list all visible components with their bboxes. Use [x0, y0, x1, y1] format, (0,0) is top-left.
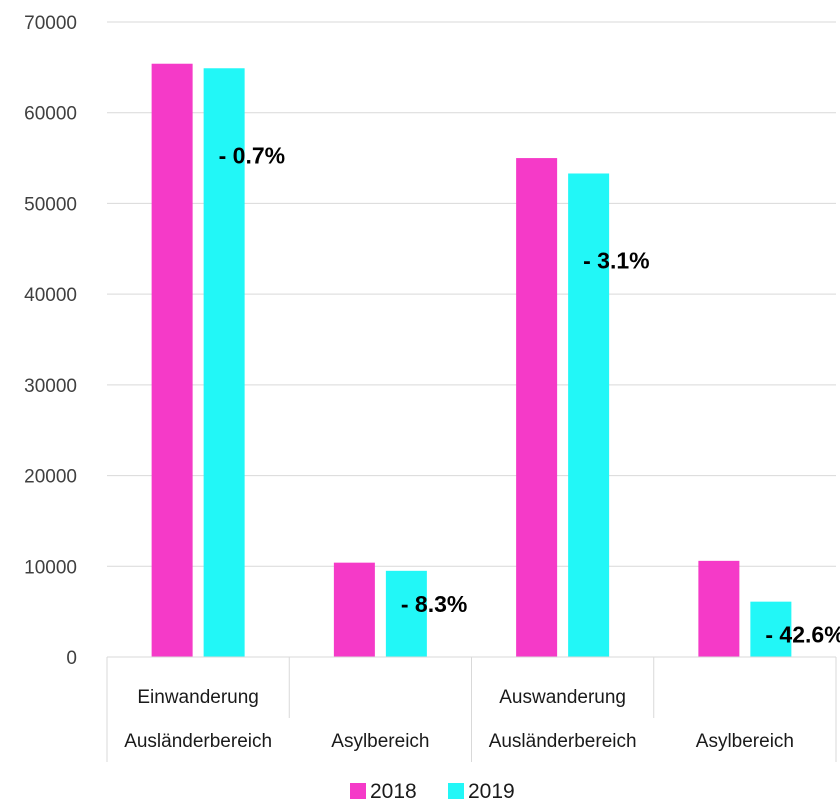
- y-axis-ticks: 0 10000 20000 30000 40000 50000 60000 70000: [24, 13, 77, 669]
- category-label: Asylbereich: [696, 731, 794, 752]
- bar-2019: [385, 570, 427, 657]
- legend-label: 2018: [370, 780, 417, 801]
- category-group-label: Einwanderung: [137, 687, 258, 708]
- bar-2018: [333, 562, 375, 657]
- y-tick-label: 30000: [24, 376, 77, 397]
- category-group-label: Auswanderung: [499, 687, 626, 708]
- change-label: - 3.1%: [583, 247, 649, 273]
- y-tick-label: 20000: [24, 467, 77, 488]
- bar-2018: [516, 158, 558, 658]
- category-axis: [106, 656, 837, 762]
- change-label: - 42.6%: [765, 622, 840, 648]
- bar-2018: [151, 63, 193, 657]
- bars: [151, 63, 792, 658]
- y-tick-label: 50000: [24, 194, 77, 215]
- y-tick-label: 70000: [24, 13, 77, 34]
- change-label: - 0.7%: [219, 142, 285, 168]
- bar-2019: [203, 68, 245, 657]
- change-label: - 8.3%: [401, 591, 467, 617]
- y-tick-label: 10000: [24, 557, 77, 578]
- legend-swatch: [448, 783, 464, 799]
- category-label: Ausländerbereich: [489, 731, 637, 752]
- bar-2018: [698, 560, 740, 657]
- change-labels: - 0.7% - 8.3% - 3.1% - 42.6%: [219, 142, 840, 647]
- y-tick-label: 60000: [24, 104, 77, 125]
- bar-2019: [568, 173, 610, 657]
- category-labels: Ausländerbereich Einwanderung Asylbereich A…: [124, 687, 794, 752]
- category-label: Ausländerbereich: [124, 731, 272, 752]
- bar-2019: [750, 601, 792, 657]
- y-tick-label: 40000: [24, 285, 77, 306]
- category-label: Asylbereich: [331, 731, 429, 752]
- y-tick-label: 0: [66, 648, 77, 669]
- legend-label: 2019: [468, 780, 515, 801]
- legend-swatch: [350, 783, 366, 799]
- legend: 2018 2019: [350, 780, 515, 801]
